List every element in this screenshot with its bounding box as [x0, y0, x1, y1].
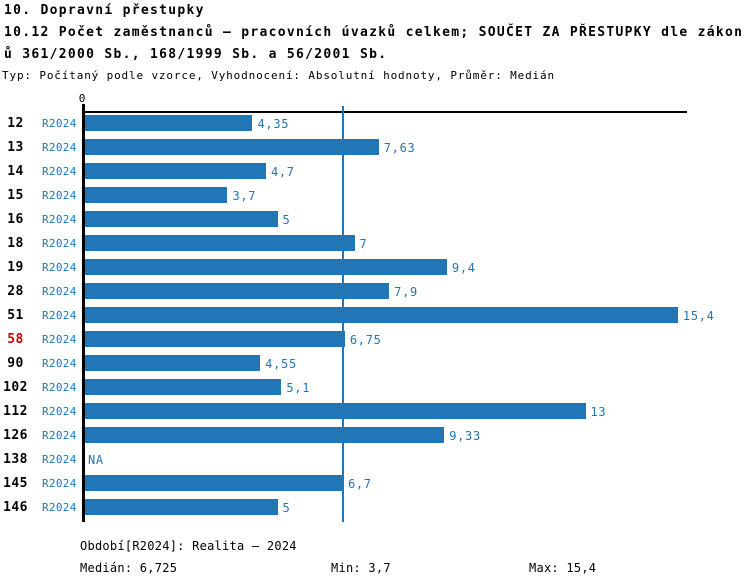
bar-value-label: 5,1 [286, 381, 311, 395]
page-title: 10. Dopravní přestupky [4, 3, 205, 18]
row-series-label: R2024 [42, 333, 77, 346]
row-category-label: 145 [3, 476, 28, 491]
footer-period-label: Období[R2024]: Realita – 2024 [80, 539, 297, 553]
row-series-label: R2024 [42, 141, 77, 154]
bar-value-label: 13 [590, 405, 607, 419]
chart-top-border [84, 111, 687, 113]
row-series-label: R2024 [42, 189, 77, 202]
row-series-label: R2024 [42, 117, 77, 130]
bar [85, 355, 261, 371]
row-series-label: R2024 [42, 213, 77, 226]
bar-value-label: 15,4 [682, 309, 715, 323]
bar [85, 139, 379, 155]
row-category-label: 138 [3, 452, 28, 467]
y-axis-line [82, 104, 85, 522]
bar [85, 115, 253, 131]
bar [85, 259, 447, 275]
bar [85, 499, 278, 515]
row-category-label: 14 [7, 164, 24, 179]
chart-meta-info: Typ: Počítaný podle vzorce, Vyhodnocení:… [2, 69, 555, 82]
row-series-label: R2024 [42, 285, 77, 298]
footer-min-label: Min: 3,7 [331, 561, 391, 575]
x-axis-zero-label: 0 [78, 92, 86, 105]
row-category-label: 28 [7, 284, 24, 299]
row-category-label: 51 [7, 308, 24, 323]
bar-value-label: 4,35 [257, 117, 290, 131]
row-category-label: 19 [7, 260, 24, 275]
bar-value-label: 9,33 [449, 429, 481, 443]
row-series-label: R2024 [42, 501, 77, 514]
row-series-label: R2024 [42, 357, 77, 370]
row-series-label: R2024 [42, 453, 77, 466]
chart-subtitle-line2: ů 361/2000 Sb., 168/1999 Sb. a 56/2001 S… [4, 47, 388, 62]
bar [85, 283, 390, 299]
row-category-label: 126 [3, 428, 28, 443]
bar [85, 331, 345, 347]
bar [85, 403, 586, 419]
footer-max-label: Max: 15,4 [529, 561, 597, 575]
row-series-label: R2024 [42, 429, 77, 442]
row-series-label: R2024 [42, 237, 77, 250]
bar [85, 475, 343, 491]
row-category-label: 13 [7, 140, 24, 155]
bar-na-label: NA [88, 453, 104, 467]
row-series-label: R2024 [42, 405, 77, 418]
bar-value-label: 6,75 [349, 333, 382, 347]
bar-value-label: 5 [282, 501, 291, 515]
bar-value-label: 5 [282, 213, 291, 227]
bar-value-label: 4,7 [270, 165, 295, 179]
bar [85, 427, 445, 443]
footer-median-label: Medián: 6,725 [80, 561, 178, 575]
row-series-label: R2024 [42, 261, 77, 274]
bar [85, 187, 228, 203]
row-category-label: 102 [3, 380, 28, 395]
row-category-label: 15 [7, 188, 24, 203]
row-category-label: 18 [7, 236, 24, 251]
chart-subtitle-line1: 10.12 Počet zaměstnanců – pracovních úva… [4, 25, 744, 40]
bar-value-label: 6,7 [347, 477, 372, 491]
row-category-label: 112 [3, 404, 28, 419]
bar-value-label: 7 [359, 237, 368, 251]
bar-value-label: 7,9 [394, 285, 418, 299]
row-series-label: R2024 [42, 381, 77, 394]
row-category-label: 58 [7, 332, 24, 347]
bar [85, 379, 282, 395]
row-category-label: 12 [7, 116, 24, 131]
bar-value-label: 3,7 [232, 189, 257, 203]
bar-value-label: 9,4 [451, 261, 476, 275]
bar-value-label: 7,63 [383, 141, 416, 155]
bar-value-label: 4,55 [265, 357, 297, 371]
row-category-label: 90 [7, 356, 24, 371]
row-series-label: R2024 [42, 165, 77, 178]
row-series-label: R2024 [42, 309, 77, 322]
bar [85, 211, 278, 227]
row-category-label: 146 [3, 500, 28, 515]
row-series-label: R2024 [42, 477, 77, 490]
bar [85, 235, 355, 251]
bar [85, 307, 678, 323]
row-category-label: 16 [7, 212, 24, 227]
bar [85, 163, 266, 179]
